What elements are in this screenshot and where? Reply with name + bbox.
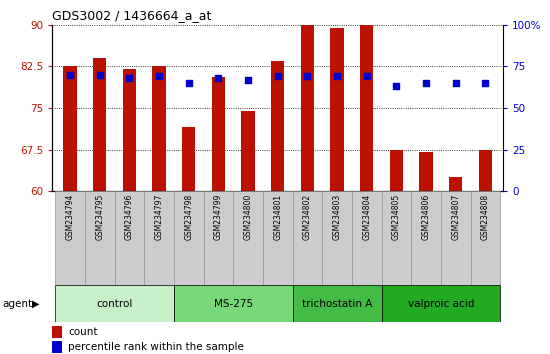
Text: percentile rank within the sample: percentile rank within the sample (68, 342, 244, 352)
Text: GSM234806: GSM234806 (422, 194, 431, 240)
Text: count: count (68, 327, 97, 337)
Bar (420, 152, 433, 191)
Bar (114, 191, 144, 285)
Bar (352, 191, 382, 285)
Text: GSM234797: GSM234797 (155, 194, 163, 240)
Point (65, 72, 74, 78)
Text: GSM234798: GSM234798 (184, 194, 193, 240)
Bar (212, 78, 225, 191)
Bar (63, 67, 77, 191)
Text: GSM234795: GSM234795 (95, 194, 104, 240)
Bar (174, 285, 293, 322)
Text: GSM234796: GSM234796 (125, 194, 134, 240)
Text: GSM234807: GSM234807 (452, 194, 460, 240)
Point (214, 75, 223, 81)
Bar (182, 127, 195, 191)
Bar (293, 285, 382, 322)
Bar (55, 285, 174, 322)
Point (452, 80, 460, 86)
Bar (322, 191, 352, 285)
Bar (331, 28, 344, 191)
Bar (301, 25, 314, 191)
Text: valproic acid: valproic acid (408, 298, 474, 309)
Text: GSM234802: GSM234802 (303, 194, 312, 240)
Bar (360, 25, 373, 191)
Bar (390, 149, 403, 191)
Point (155, 74, 163, 79)
Bar (55, 191, 85, 285)
Bar (174, 191, 204, 285)
Text: GSM234808: GSM234808 (481, 194, 490, 240)
Bar (478, 149, 492, 191)
Bar (152, 67, 166, 191)
Text: MS-275: MS-275 (214, 298, 253, 309)
Bar (293, 191, 322, 285)
Text: GDS3002 / 1436664_a_at: GDS3002 / 1436664_a_at (52, 9, 212, 22)
Point (273, 74, 282, 79)
Bar (52, 326, 62, 338)
Point (333, 74, 342, 79)
Point (184, 80, 193, 86)
Bar (263, 191, 293, 285)
Text: agent: agent (3, 298, 33, 309)
Text: control: control (96, 298, 133, 309)
Bar (204, 191, 233, 285)
Text: GSM234805: GSM234805 (392, 194, 401, 240)
Point (95, 72, 104, 78)
Bar (411, 191, 441, 285)
Point (422, 80, 431, 86)
Point (303, 74, 312, 79)
Text: GSM234794: GSM234794 (65, 194, 75, 240)
Bar (241, 111, 255, 191)
Point (244, 77, 252, 82)
Text: GSM234804: GSM234804 (362, 194, 371, 240)
Bar (271, 61, 284, 191)
Point (362, 74, 371, 79)
Bar (441, 191, 471, 285)
Point (392, 84, 401, 89)
Bar (233, 191, 263, 285)
Bar (144, 191, 174, 285)
Text: GSM234799: GSM234799 (214, 194, 223, 240)
Bar (382, 285, 500, 322)
Bar (471, 191, 501, 285)
Bar (52, 341, 62, 353)
Text: trichostatin A: trichostatin A (302, 298, 372, 309)
Point (481, 80, 490, 86)
Text: GSM234800: GSM234800 (244, 194, 252, 240)
Bar (85, 191, 114, 285)
Bar (123, 69, 136, 191)
Point (125, 75, 134, 81)
Text: GSM234803: GSM234803 (333, 194, 342, 240)
Bar (382, 191, 411, 285)
Bar (93, 58, 106, 191)
Bar (449, 177, 463, 191)
Text: ▶: ▶ (32, 298, 40, 309)
Text: GSM234801: GSM234801 (273, 194, 282, 240)
